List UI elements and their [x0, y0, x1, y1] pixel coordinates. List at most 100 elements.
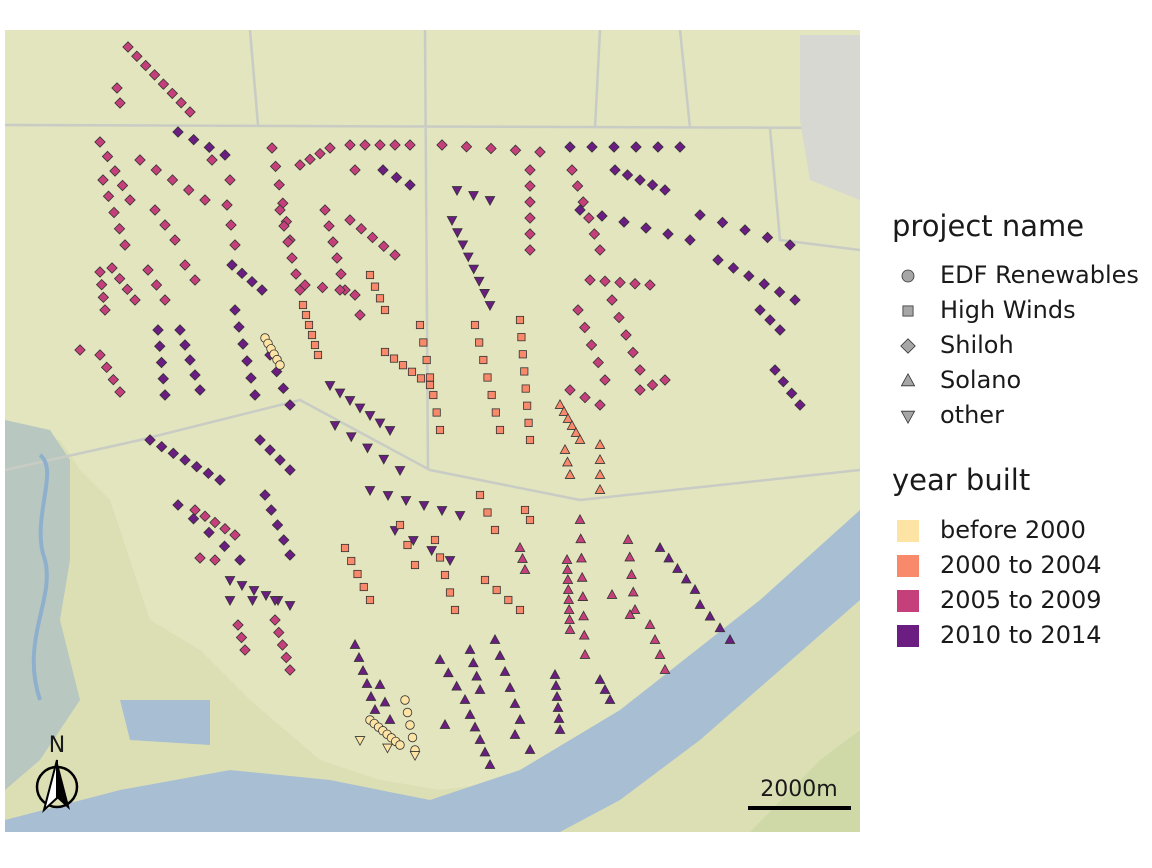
- turbine-marker: [475, 490, 485, 500]
- turbine-marker: [490, 525, 500, 535]
- turbine-marker: [429, 390, 438, 400]
- turbine-marker: [627, 586, 639, 597]
- turbine-marker: [468, 191, 479, 201]
- turbine-marker: [588, 228, 601, 240]
- turbine-marker: [469, 721, 481, 732]
- turbine-marker: [202, 467, 215, 480]
- turbine-marker: [654, 649, 666, 659]
- turbine-marker: [479, 746, 491, 757]
- turbine-marker: [436, 506, 448, 516]
- legend-swatch: [897, 520, 919, 542]
- turbine-marker: [172, 499, 184, 511]
- turbine-marker: [484, 301, 496, 311]
- turbine-marker: [148, 69, 161, 81]
- turbine-marker: [166, 174, 179, 186]
- legend-symbol: [901, 269, 915, 283]
- turbine-marker: [659, 184, 671, 196]
- turbine-marker: [235, 631, 248, 644]
- turbine-marker: [564, 384, 576, 396]
- turbine-marker: [634, 174, 646, 186]
- legend-label: Shiloh: [940, 331, 1014, 359]
- turbine-marker: [74, 344, 86, 356]
- turbine-marker: [402, 707, 413, 718]
- turbine-marker: [353, 569, 362, 579]
- turbine-marker: [425, 373, 435, 382]
- turbine-marker: [159, 389, 171, 401]
- turbine-marker: [94, 136, 106, 148]
- turbine-marker: [754, 304, 766, 316]
- turbine-marker: [579, 391, 591, 404]
- turbine-marker: [606, 589, 618, 599]
- turbine-marker: [442, 667, 454, 678]
- turbine-marker: [606, 294, 618, 306]
- turbine-marker: [462, 252, 474, 263]
- turbine-marker: [483, 508, 492, 517]
- legend-symbol: [902, 305, 914, 317]
- turbine-marker: [199, 194, 211, 206]
- legend-label: EDF Renewables: [940, 261, 1139, 289]
- turbine-marker: [237, 338, 249, 350]
- turbine-marker: [491, 408, 500, 417]
- turbine-marker: [524, 228, 536, 240]
- turbine-marker: [282, 236, 294, 248]
- turbine-marker: [418, 501, 430, 511]
- turbine-marker: [229, 304, 241, 316]
- turbine-marker: [562, 456, 573, 467]
- turbine-marker: [451, 680, 463, 691]
- turbine-marker: [425, 380, 435, 390]
- turbine-marker: [271, 519, 284, 531]
- turbine-marker: [520, 505, 530, 515]
- turbine-marker: [609, 164, 621, 176]
- turbine-marker: [95, 278, 108, 291]
- turbine-marker: [761, 231, 774, 244]
- turbine-marker: [446, 216, 458, 226]
- turbine-marker: [304, 153, 316, 166]
- turbine-marker: [684, 234, 696, 246]
- turbine-marker: [276, 639, 289, 651]
- turbine-marker: [129, 294, 141, 306]
- turbine-marker: [245, 372, 257, 384]
- turbine-marker: [264, 444, 276, 456]
- turbine-marker: [329, 421, 341, 431]
- turbine-marker: [525, 515, 535, 525]
- turbine-marker: [474, 734, 486, 744]
- turbine-marker: [646, 179, 659, 191]
- turbine-marker: [334, 388, 346, 399]
- turbine-marker: [785, 387, 798, 400]
- turbine-marker: [716, 216, 729, 229]
- turbine-marker: [434, 654, 446, 664]
- turbine-marker: [111, 82, 123, 94]
- turbine-marker: [366, 231, 379, 244]
- turbine-marker: [102, 190, 115, 202]
- legend-label: High Winds: [940, 296, 1076, 324]
- turbine-marker: [485, 142, 497, 155]
- turbine-marker: [654, 542, 666, 552]
- turbine-marker: [187, 133, 200, 146]
- turbine-marker: [422, 355, 431, 365]
- turbine-marker: [764, 314, 776, 326]
- turbine-marker: [509, 144, 522, 156]
- turbine-marker: [334, 284, 346, 296]
- legend-title: project name: [892, 209, 1084, 243]
- turbine-marker: [369, 704, 381, 714]
- turbine-marker: [777, 375, 790, 388]
- turbine-marker: [307, 330, 317, 340]
- turbine-marker: [524, 744, 536, 754]
- turbine-marker: [451, 186, 463, 196]
- turbine-marker: [608, 141, 620, 153]
- turbine-marker: [559, 444, 571, 454]
- turbine-marker: [274, 454, 286, 466]
- turbine-marker: [265, 504, 277, 516]
- turbine-marker: [509, 729, 521, 739]
- turbine-marker: [209, 516, 221, 529]
- turbine-marker: [794, 399, 806, 411]
- turbine-marker: [290, 268, 302, 280]
- turbine-marker: [194, 384, 206, 396]
- turbine-marker: [524, 164, 536, 176]
- turbine-marker: [450, 605, 460, 615]
- turbine-marker: [269, 614, 281, 626]
- turbine-marker: [331, 252, 343, 264]
- turbine-marker: [284, 549, 296, 561]
- turbine-marker: [554, 724, 566, 734]
- turbine-marker: [364, 411, 376, 421]
